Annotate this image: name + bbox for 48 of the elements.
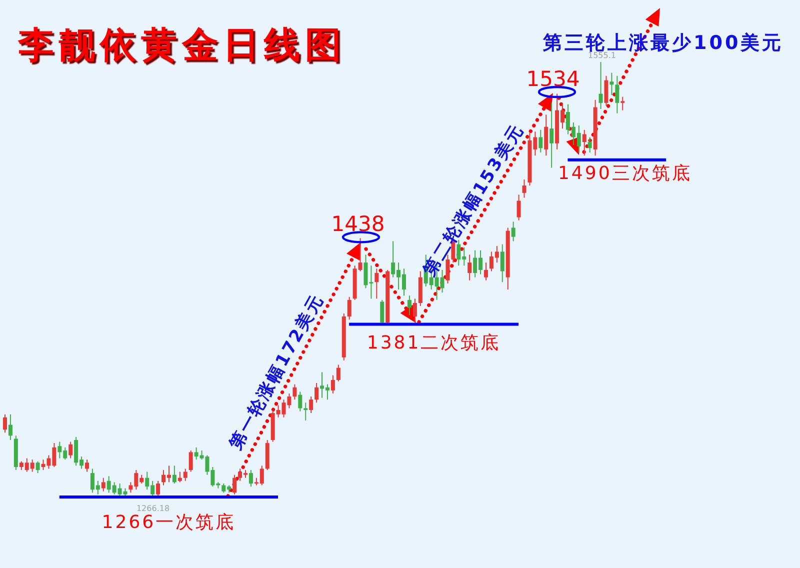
candlestick (374, 268, 379, 300)
candlestick (538, 129, 543, 153)
candlestick (484, 262, 488, 281)
candlestick (292, 384, 297, 400)
candlestick (8, 414, 12, 441)
ref-line-label: 1266一次筑底 (102, 512, 236, 533)
annotation: 1534 (526, 67, 580, 91)
candlestick (516, 194, 521, 221)
candlestick (3, 414, 7, 434)
annotation: 1266.18 (136, 504, 170, 513)
candlestick (468, 254, 472, 281)
candlestick (36, 460, 40, 474)
candlestick (412, 298, 417, 324)
candlestick (188, 450, 193, 472)
candlestick (598, 62, 603, 110)
candlestick (511, 221, 516, 242)
candlestick (550, 102, 554, 168)
candlestick (407, 295, 412, 316)
candlestick (582, 129, 586, 156)
candlestick (101, 477, 106, 492)
candlestick (500, 244, 504, 283)
ref-line-label: 1381二次筑底 (366, 332, 501, 354)
candlestick (172, 465, 176, 484)
candlestick (314, 382, 319, 404)
candlestick (610, 72, 614, 96)
candlestick (248, 470, 253, 488)
candlestick (380, 299, 384, 325)
candlestick (544, 114, 548, 156)
ref-line-label: 1490三次筑底 (558, 162, 692, 184)
candlestick (604, 75, 608, 106)
candlestick (84, 459, 89, 472)
candlestick (298, 391, 302, 412)
candlestick (232, 474, 237, 495)
candlestick (615, 75, 620, 114)
chart-title: 李靓依黄金日线图 (18, 24, 346, 68)
candlestick (309, 396, 314, 414)
candlestick (347, 296, 352, 320)
candlestick (178, 471, 182, 483)
annotation: 1438 (331, 212, 385, 236)
annotation: 1555.1 (588, 51, 616, 60)
candlestick (330, 374, 335, 394)
candlestick (588, 136, 592, 153)
candlestick (156, 480, 160, 496)
candlestick (522, 178, 526, 198)
candlestick (68, 441, 73, 459)
candlestick (336, 364, 340, 382)
candlestick (183, 468, 188, 482)
candlestick (620, 96, 625, 111)
